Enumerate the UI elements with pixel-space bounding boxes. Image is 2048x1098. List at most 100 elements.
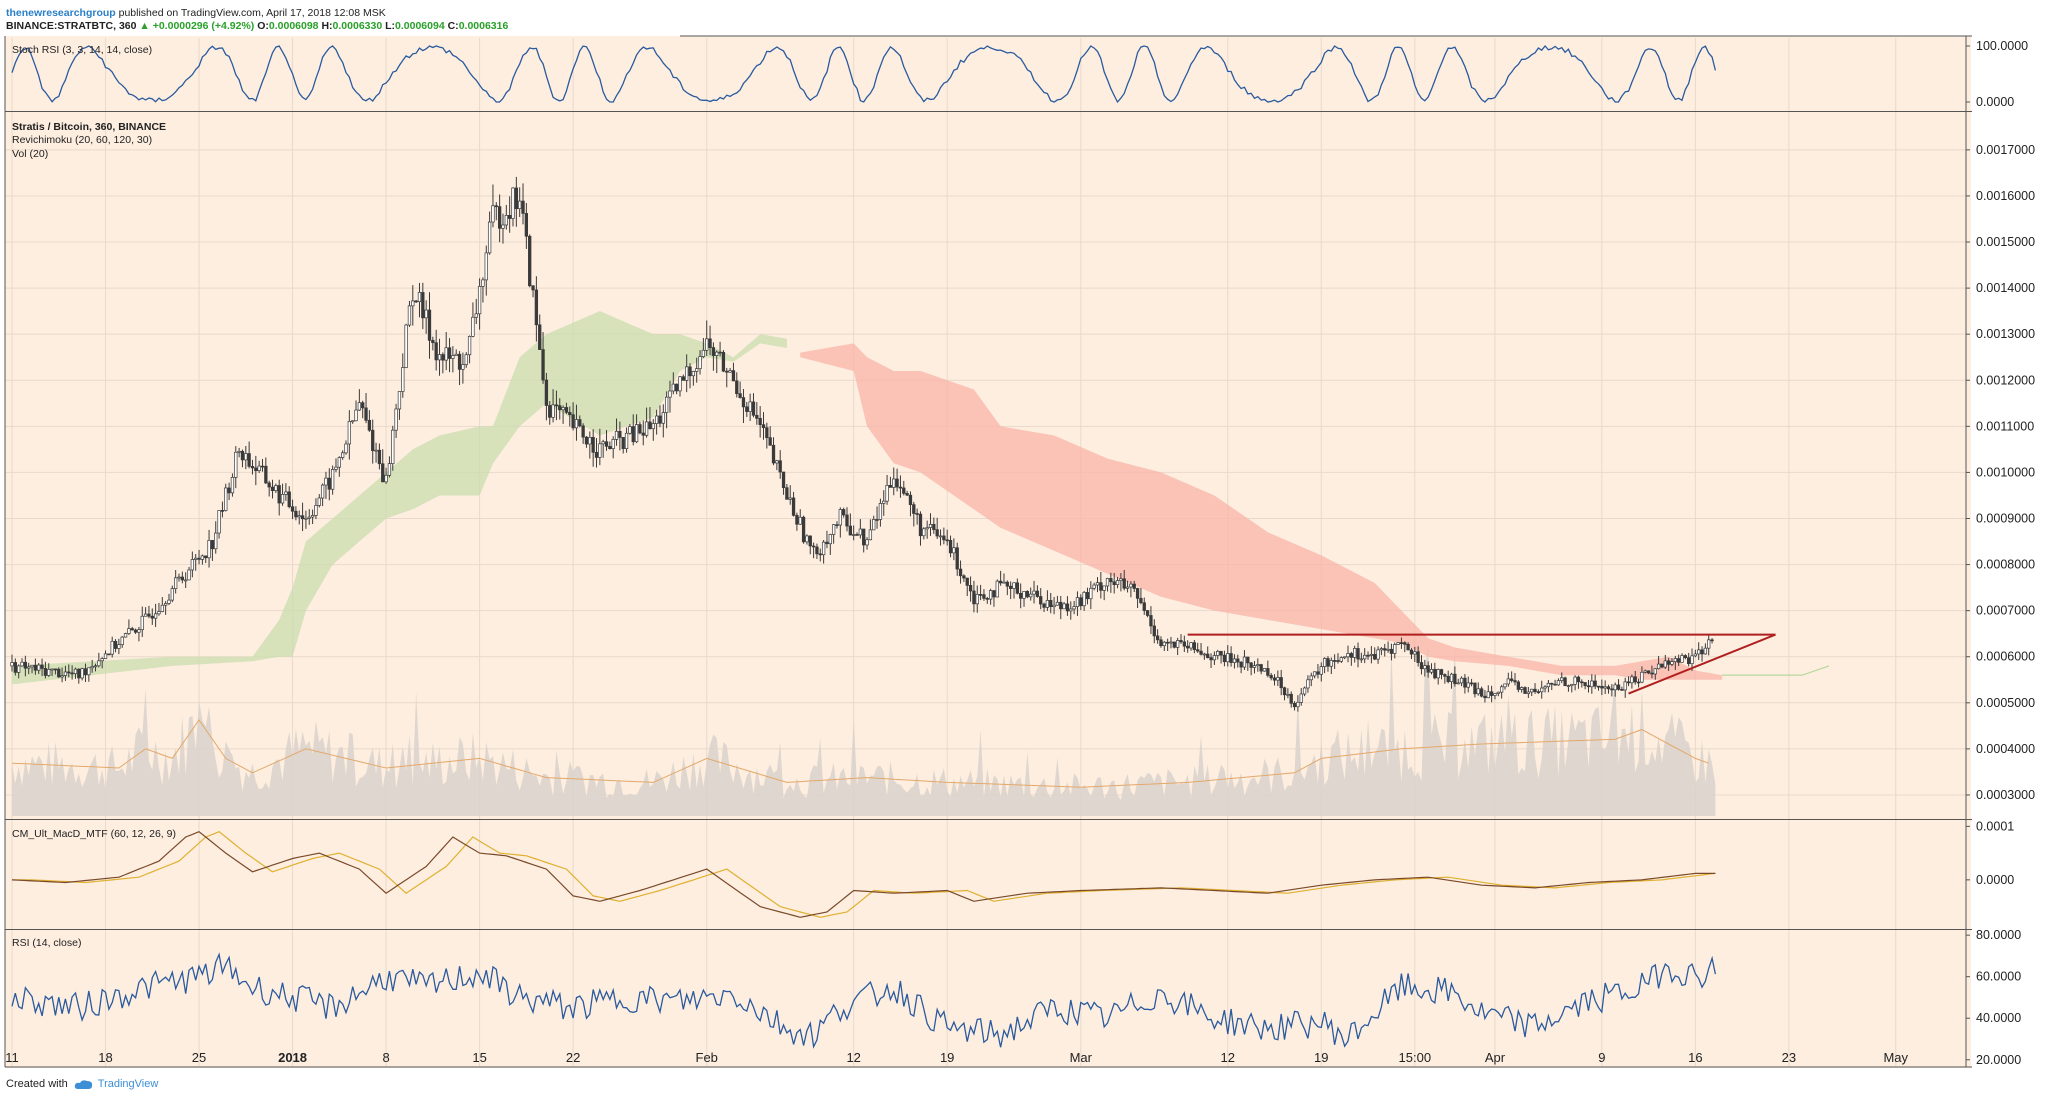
candle-body [267,482,271,488]
candle-body [1119,578,1123,581]
candle-body [845,514,849,527]
candle-body [1646,670,1651,674]
candle-body [357,402,362,411]
candle-body [1610,688,1614,691]
candle-body [1035,590,1040,597]
candle-body [13,662,17,673]
grid-lines [5,38,1966,1066]
candle-body [37,664,41,671]
candle-body [464,354,468,365]
low-label: L: [385,20,396,32]
candle-body [731,370,736,382]
candle-body [260,465,265,468]
time-tick-label: 9 [1598,1050,1605,1065]
candle-body [1309,675,1313,681]
candle-body [474,313,478,318]
candle-body [237,450,241,453]
candle-body [1366,654,1370,657]
candle-body [668,390,672,398]
volume-ma-line [11,719,1709,788]
candle-body [1540,687,1544,693]
candle-body [968,585,973,592]
candle-body [1653,668,1657,675]
candle-body [838,509,842,526]
candle-body [1473,682,1477,695]
candle-body [1516,681,1520,690]
candle-body [865,539,869,546]
candle-body [1536,691,1541,693]
candle-body [681,376,685,381]
candle-body [1306,679,1310,689]
candle-body [1620,689,1624,691]
candle-body [1376,649,1380,660]
candle-body [137,629,141,633]
candle-body [1523,687,1527,694]
candle-body [1132,583,1136,589]
author-link[interactable]: thenewresearchgroup [6,7,116,19]
candle-body [1399,642,1404,645]
candle-body [1236,658,1240,663]
chart-background [5,36,1971,1068]
candle-body [918,513,923,537]
candle-body [711,347,716,356]
candle-body [1005,581,1009,587]
candle-body [618,430,622,438]
candle-body [808,535,812,547]
candle-body [1446,675,1450,682]
candle-body [1673,658,1677,662]
candle-body [304,517,308,520]
candle-body [297,515,301,518]
time-tick-label: 19 [940,1050,954,1065]
tradingview-link[interactable]: TradingView [74,1078,158,1090]
candle-body [985,597,989,600]
candle-body [882,500,886,504]
candle-body [1670,661,1674,665]
candle-body [588,437,592,445]
candle-body [1353,648,1357,658]
candle-body [330,469,335,490]
candle-body [414,300,418,303]
candle-body [1182,641,1186,647]
candle-body [875,519,879,521]
candle-body [1329,660,1333,667]
candle-body [97,660,101,667]
candle-body [1289,693,1293,704]
candle-body [1252,665,1257,668]
candle-body [658,415,662,424]
symbol: BINANCE:STRATBTC, 360 [6,20,137,32]
candle-body [611,439,615,449]
price-tick-label: 0.0016000 [1976,189,2035,203]
candle-body [972,590,976,605]
candle-body [1239,661,1243,668]
candle-body [1576,676,1581,683]
candle-body [685,366,689,381]
candle-body [143,613,148,617]
candle-body [534,289,539,326]
candle-body [63,671,68,676]
ascending-triangle [1187,633,1776,695]
candle-body [1560,677,1564,681]
price-tick-label: 0.0015000 [1976,235,2035,249]
candle-body [1059,601,1063,610]
candle-body [210,540,215,550]
candle-body [1449,673,1454,682]
candle-body [1600,685,1604,689]
candle-body [1493,693,1497,696]
candle-body [361,402,365,409]
candle-body [932,523,936,531]
candle-body [564,407,569,413]
time-tick-label: 15 [472,1050,486,1065]
candle-body [628,426,632,434]
candle-body [698,356,702,370]
candle-body [1563,677,1567,687]
candle-body [180,576,184,581]
candle-body [1029,593,1033,598]
candle-body [1666,660,1671,665]
rsi-tick-label: 20.0000 [1976,1053,2021,1067]
candle-body [90,666,94,669]
candle-body [364,407,368,421]
stoch-rsi-title: Stoch RSI (3, 3, 14, 14, close) [12,44,152,56]
candle-body [294,510,298,518]
candle-body [334,466,338,470]
candle-body [755,414,759,419]
